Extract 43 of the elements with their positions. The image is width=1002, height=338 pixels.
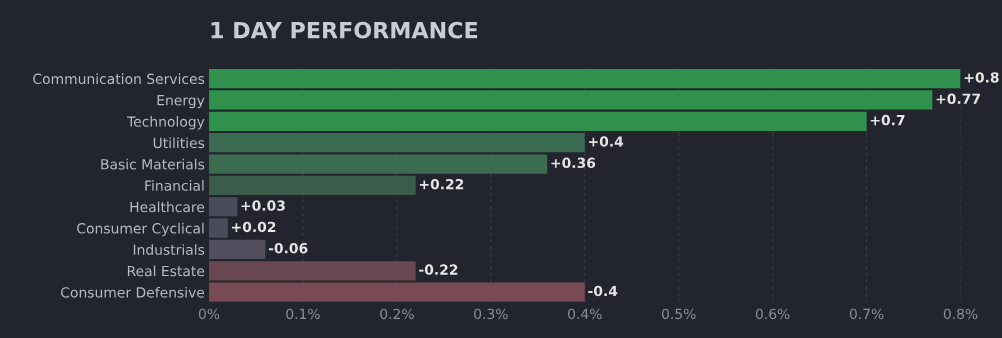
chart-title: 1 DAY PERFORMANCE <box>211 21 478 39</box>
data-label: +0.7 <box>870 114 905 126</box>
x-tick-label: 0.1% <box>286 308 320 320</box>
y-tick-label: Healthcare <box>130 201 205 213</box>
bar <box>209 133 585 153</box>
x-tick-label: 0.6% <box>755 308 790 320</box>
data-label: -0.06 <box>268 242 308 254</box>
y-tick-label: Basic Materials <box>101 158 205 170</box>
bar <box>209 282 585 302</box>
x-tick-label: 0.8% <box>943 308 978 320</box>
bar <box>209 111 867 131</box>
bar <box>209 69 961 89</box>
bar <box>209 90 933 110</box>
bar <box>209 261 416 281</box>
y-tick-label: Industrials <box>133 244 205 255</box>
data-label: +0.8 <box>964 72 999 83</box>
y-tick-label: Utilities <box>153 137 205 149</box>
data-label: -0.4 <box>588 285 618 297</box>
data-label: -0.22 <box>419 264 458 275</box>
x-tick-label: 0.7% <box>849 308 884 320</box>
y-tick-label: Communication Services <box>33 73 205 85</box>
bar <box>209 218 228 238</box>
data-label: +0.02 <box>232 221 276 233</box>
x-tick-label: 0.2% <box>380 308 414 320</box>
x-tick-label: 0.5% <box>661 308 696 320</box>
x-tick-label: 0% <box>198 308 220 320</box>
data-label: +0.36 <box>551 157 596 169</box>
data-label: +0.03 <box>241 200 285 211</box>
y-tick-label: Energy <box>157 95 205 109</box>
x-tick-label: 0.3% <box>474 308 508 320</box>
x-tick-label: 0.4% <box>568 308 602 320</box>
bar <box>209 239 266 260</box>
y-tick-label: Technology <box>127 116 205 130</box>
y-tick-label: Real Estate <box>127 265 205 277</box>
data-label: +0.22 <box>419 178 464 190</box>
y-tick-label: Financial <box>145 180 204 191</box>
bar <box>209 175 416 195</box>
y-tick-label: Consumer Defensive <box>61 286 205 298</box>
data-label: +0.4 <box>589 136 624 147</box>
bar <box>209 197 238 217</box>
data-label: +0.77 <box>936 93 980 104</box>
bar <box>209 154 548 174</box>
y-tick-label: Consumer Cyclical <box>77 222 204 237</box>
